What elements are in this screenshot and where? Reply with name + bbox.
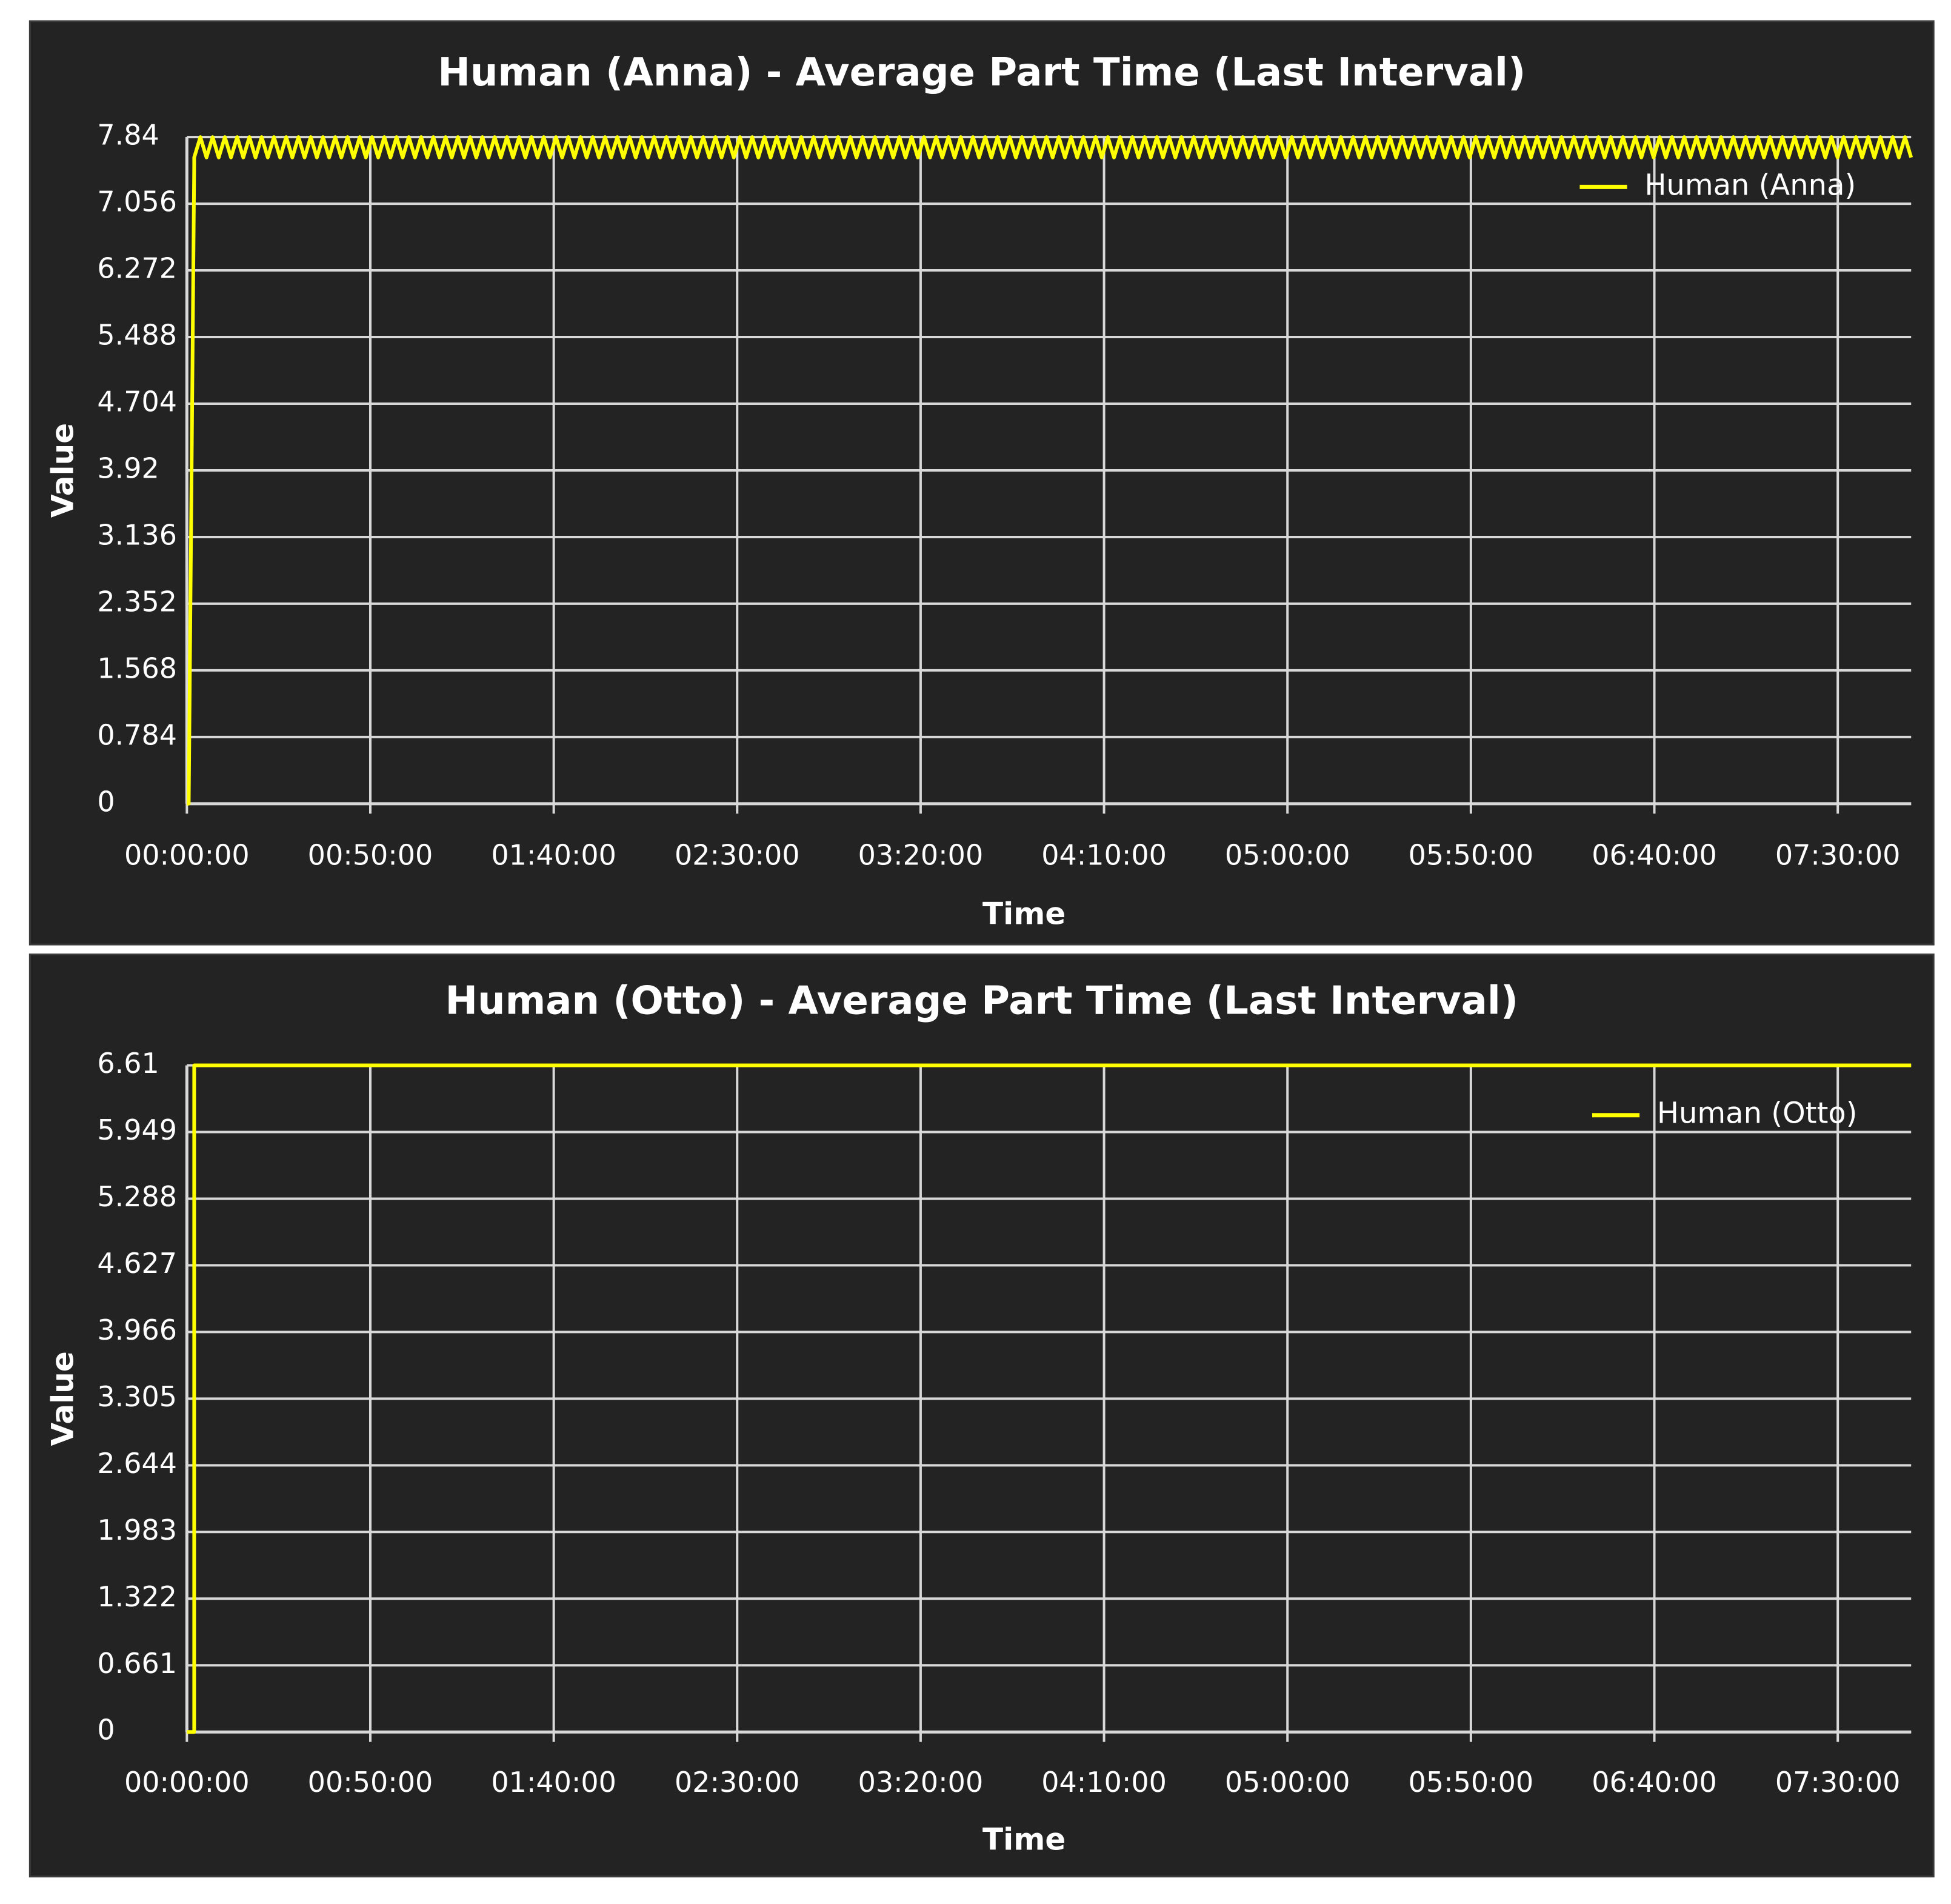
x-tick-label: 05:50:00 [1409, 839, 1534, 872]
y-tick-label: 4.704 [97, 386, 177, 418]
y-tick-label: 3.92 [97, 452, 159, 484]
y-axis-label: Value [45, 423, 80, 518]
y-tick-label: 2.644 [97, 1447, 177, 1480]
y-tick-label: 5.288 [97, 1180, 177, 1213]
x-tick-label: 07:30:00 [1775, 1766, 1901, 1799]
y-tick-label: 7.84 [97, 119, 159, 152]
y-tick-label: 3.136 [97, 518, 177, 551]
x-tick-label: 02:30:00 [675, 1766, 800, 1799]
x-tick-label: 01:40:00 [491, 1766, 616, 1799]
y-tick-label: 2.352 [97, 585, 177, 618]
x-tick-label: 04:10:00 [1041, 839, 1167, 872]
x-tick-label: 00:00:00 [124, 1766, 250, 1799]
y-tick-label: 1.568 [97, 652, 177, 684]
chart-background [28, 954, 1935, 1878]
chart-panel: Human (Otto) - Average Part Time (Last I… [28, 954, 1935, 1878]
x-axis-label: Time [982, 896, 1066, 931]
y-tick-label: 1.983 [97, 1514, 177, 1546]
x-tick-label: 05:00:00 [1225, 839, 1350, 872]
x-axis-label: Time [982, 1822, 1066, 1857]
y-tick-label: 3.966 [97, 1314, 177, 1346]
y-tick-label: 3.305 [97, 1380, 177, 1413]
x-tick-label: 07:30:00 [1775, 839, 1901, 872]
series-line [187, 1063, 1912, 1734]
chart-panel: Human (Anna) - Average Part Time (Last I… [28, 20, 1935, 946]
y-tick-label: 6.272 [97, 252, 177, 285]
y-tick-label: 7.056 [97, 185, 177, 218]
y-tick-label: 5.949 [97, 1114, 177, 1146]
x-tick-label: 05:50:00 [1409, 1766, 1534, 1799]
chart-title: Human (Otto) - Average Part Time (Last I… [445, 978, 1518, 1023]
legend-label: Human (Otto) [1657, 1097, 1858, 1131]
chart-background [28, 20, 1935, 946]
x-tick-label: 02:30:00 [675, 839, 800, 872]
y-axis-label: Value [45, 1351, 80, 1446]
x-tick-label: 05:00:00 [1225, 1766, 1350, 1799]
y-tick-label: 0 [97, 1714, 115, 1746]
y-tick-label: 6.61 [97, 1047, 159, 1080]
y-tick-label: 1.322 [97, 1580, 177, 1613]
x-tick-label: 00:50:00 [308, 1766, 433, 1799]
series-line [187, 135, 1913, 806]
x-tick-label: 04:10:00 [1041, 1766, 1167, 1799]
legend-label: Human (Anna) [1644, 168, 1856, 202]
x-tick-label: 06:40:00 [1592, 839, 1717, 872]
y-tick-label: 0 [97, 785, 115, 818]
x-tick-label: 03:20:00 [858, 1766, 984, 1799]
y-tick-label: 0.661 [97, 1647, 177, 1680]
x-tick-label: 03:20:00 [858, 839, 984, 872]
y-tick-label: 4.627 [97, 1247, 177, 1280]
x-tick-label: 00:50:00 [308, 839, 433, 872]
chart-title: Human (Anna) - Average Part Time (Last I… [438, 50, 1526, 95]
x-tick-label: 01:40:00 [491, 839, 616, 872]
y-tick-label: 5.488 [97, 319, 177, 352]
x-tick-label: 00:00:00 [124, 839, 250, 872]
x-tick-label: 06:40:00 [1592, 1766, 1717, 1799]
y-tick-label: 0.784 [97, 718, 177, 751]
